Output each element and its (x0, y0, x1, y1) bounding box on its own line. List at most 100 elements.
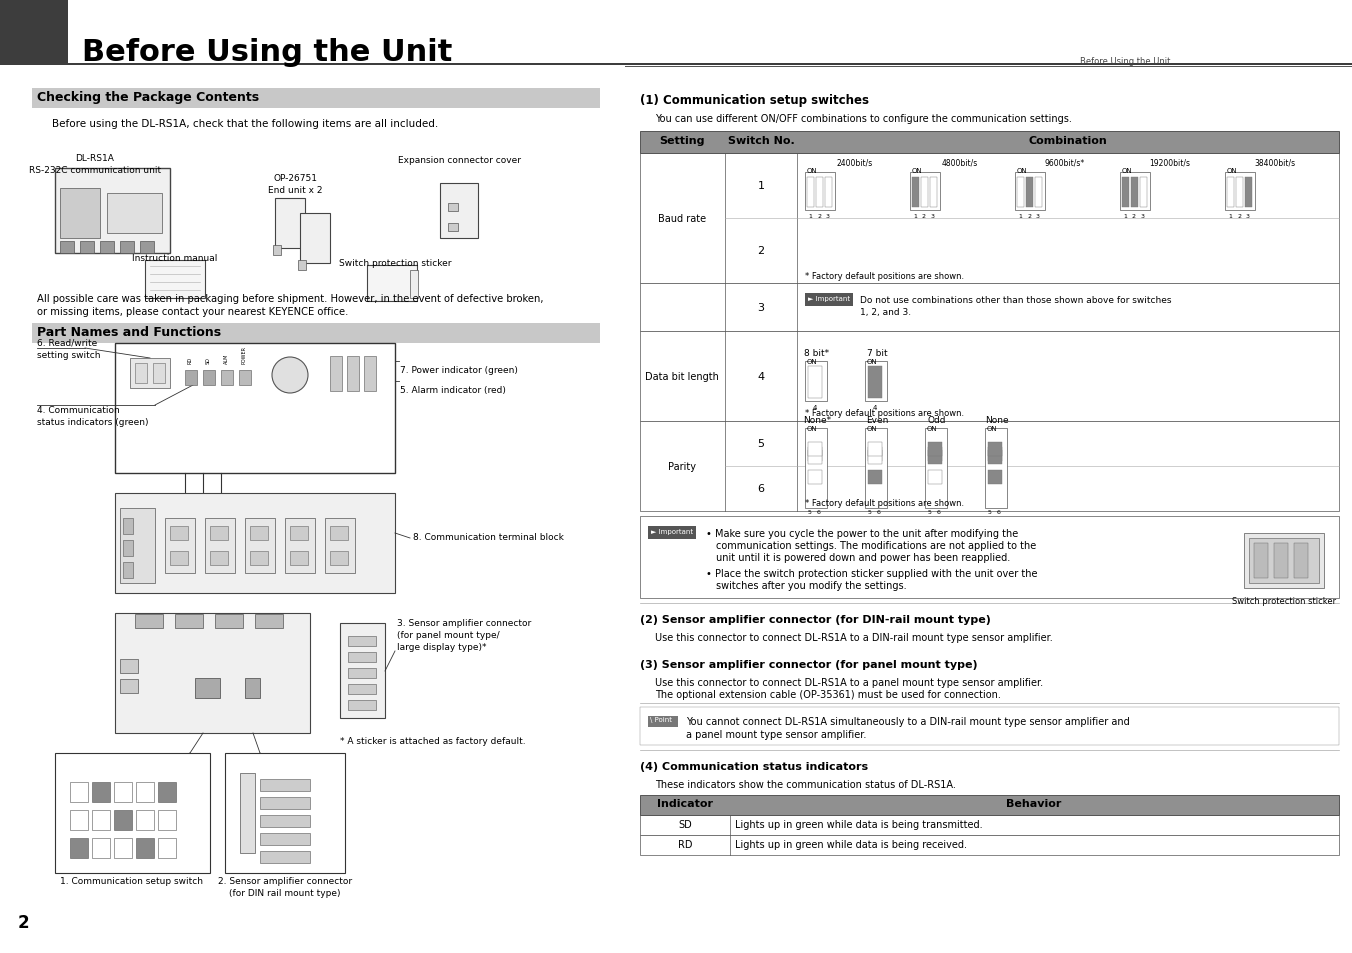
Bar (1228, 178, 1234, 208)
Bar (324, 518, 356, 574)
Bar (808, 471, 822, 484)
Text: 2: 2 (922, 213, 926, 219)
Bar (639, 707, 1338, 745)
Bar (868, 471, 882, 484)
Bar (925, 429, 946, 509)
Text: • Place the switch protection sticker supplied with the unit over the: • Place the switch protection sticker su… (706, 568, 1037, 578)
Bar (625, 67, 1352, 68)
Text: * Factory default positions are shown.: * Factory default positions are shown. (804, 498, 964, 507)
Text: Before using the DL-RS1A, check that the following items are all included.: Before using the DL-RS1A, check that the… (51, 119, 438, 129)
Bar (137, 810, 154, 830)
Text: 2: 2 (1028, 213, 1032, 219)
Bar (114, 782, 132, 802)
Bar (185, 371, 197, 386)
Bar (1026, 178, 1033, 208)
Text: These indicators show the communication status of DL-RS1A.: These indicators show the communication … (654, 780, 956, 789)
Text: 5. Alarm indicator (red): 5. Alarm indicator (red) (400, 386, 506, 395)
Text: 6: 6 (877, 510, 882, 515)
Text: Instruction manual: Instruction manual (132, 253, 218, 263)
Bar (1255, 543, 1268, 578)
Text: ON: ON (807, 358, 818, 365)
Text: 1: 1 (1228, 213, 1232, 219)
Text: 6: 6 (996, 510, 1000, 515)
Bar (927, 448, 942, 461)
Text: POWER: POWER (242, 346, 246, 364)
Bar (1236, 178, 1242, 208)
Bar (115, 344, 395, 474)
Bar (1132, 178, 1138, 208)
Bar (224, 753, 345, 873)
Bar (80, 242, 95, 253)
Bar (1122, 178, 1129, 208)
Text: Switch No.: Switch No. (727, 136, 795, 146)
Bar (927, 451, 942, 464)
Bar (158, 838, 176, 858)
Text: OP-26751: OP-26751 (273, 173, 316, 183)
Text: 8 bit*: 8 bit* (804, 349, 830, 357)
Bar (988, 451, 1002, 464)
Text: SD: SD (679, 820, 692, 829)
Bar (330, 552, 347, 565)
Bar (330, 526, 347, 540)
Bar (639, 153, 1338, 284)
Text: Behavior: Behavior (1006, 799, 1061, 808)
Bar (868, 448, 882, 461)
Bar (927, 471, 942, 484)
Text: You cannot connect DL-RS1A simultaneously to a DIN-rail mount type sensor amplif: You cannot connect DL-RS1A simultaneousl… (685, 717, 1130, 740)
Text: Before Using the Unit: Before Using the Unit (82, 38, 453, 67)
Text: 2: 2 (757, 246, 765, 255)
Bar (913, 178, 919, 208)
Text: 2: 2 (1237, 213, 1241, 219)
Text: 7 bit: 7 bit (867, 349, 887, 357)
Bar (123, 540, 132, 557)
Bar (59, 242, 74, 253)
Bar (639, 421, 1338, 512)
Text: ON: ON (867, 358, 877, 365)
Bar (639, 835, 1338, 855)
Bar (135, 364, 147, 384)
Bar (1274, 543, 1288, 578)
Text: Before Using the Unit: Before Using the Unit (1080, 57, 1171, 66)
Text: ON: ON (807, 168, 818, 173)
Text: 2. Sensor amplifier connector
(for DIN rail mount type): 2. Sensor amplifier connector (for DIN r… (218, 876, 352, 897)
Bar (215, 615, 243, 628)
Text: Data bit length: Data bit length (645, 372, 719, 381)
Bar (137, 782, 154, 802)
Bar (364, 356, 376, 392)
Bar (250, 526, 268, 540)
Bar (988, 471, 1002, 484)
Bar (260, 797, 310, 809)
Text: 3: 3 (757, 303, 764, 313)
Bar (1017, 178, 1023, 208)
Bar (206, 518, 235, 574)
Text: \ Point: \ Point (650, 717, 672, 722)
Text: RD: RD (677, 840, 692, 849)
Bar (930, 178, 937, 208)
Bar (648, 526, 696, 539)
Bar (1036, 178, 1042, 208)
Bar (120, 242, 134, 253)
Bar (808, 451, 822, 464)
Text: 9600bit/s*: 9600bit/s* (1045, 158, 1086, 167)
Text: ON: ON (867, 426, 877, 432)
Bar (114, 838, 132, 858)
Text: 38400bit/s: 38400bit/s (1255, 158, 1295, 167)
Bar (868, 367, 882, 398)
Text: 4: 4 (757, 372, 765, 381)
Text: 7. Power indicator (green): 7. Power indicator (green) (400, 366, 518, 375)
Text: 1: 1 (913, 213, 917, 219)
Text: Switch protection sticker: Switch protection sticker (1232, 597, 1336, 605)
Bar (210, 552, 228, 565)
Text: 8. Communication terminal block: 8. Communication terminal block (412, 532, 564, 541)
Text: 3: 3 (1036, 213, 1040, 219)
Bar (158, 782, 176, 802)
Text: Combination: Combination (1029, 136, 1107, 146)
Bar (220, 371, 233, 386)
Text: (3) Sensor amplifier connector (for panel mount type): (3) Sensor amplifier connector (for pane… (639, 659, 977, 669)
Bar (1245, 178, 1252, 208)
Bar (439, 184, 479, 239)
Text: 3: 3 (932, 213, 936, 219)
Bar (1140, 178, 1146, 208)
Bar (70, 782, 88, 802)
Text: DL-RS1A: DL-RS1A (76, 153, 115, 163)
